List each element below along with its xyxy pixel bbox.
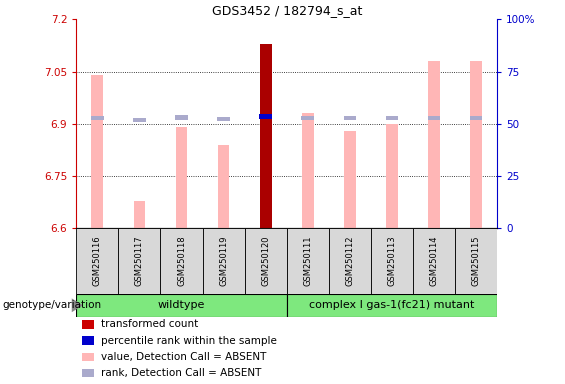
Text: GSM250115: GSM250115 [472, 236, 481, 286]
Bar [302, 113, 314, 228]
Bar [218, 116, 230, 121]
Bar [160, 228, 202, 294]
Bar [470, 116, 483, 120]
Bar [76, 228, 119, 294]
Bar [133, 118, 146, 122]
Bar [287, 228, 329, 294]
Bar [344, 116, 356, 120]
Text: percentile rank within the sample: percentile rank within the sample [101, 336, 277, 346]
Bar [259, 114, 272, 119]
Bar [470, 61, 482, 228]
Bar [245, 228, 287, 294]
Bar [386, 116, 398, 120]
Bar [176, 127, 188, 228]
Text: GSM250111: GSM250111 [303, 236, 312, 286]
Bar [260, 44, 272, 228]
Polygon shape [72, 298, 83, 312]
Text: complex I gas-1(fc21) mutant: complex I gas-1(fc21) mutant [309, 300, 475, 310]
Bar [413, 228, 455, 294]
Text: GSM250117: GSM250117 [135, 236, 144, 286]
Bar [428, 61, 440, 228]
Bar [428, 116, 440, 120]
Bar [175, 116, 188, 120]
Text: wildtype: wildtype [158, 300, 205, 310]
Bar [202, 228, 245, 294]
Text: transformed count: transformed count [101, 319, 198, 329]
Bar [91, 116, 103, 120]
Title: GDS3452 / 182794_s_at: GDS3452 / 182794_s_at [211, 3, 362, 17]
Bar [92, 75, 103, 228]
Text: value, Detection Call = ABSENT: value, Detection Call = ABSENT [101, 352, 267, 362]
Bar [287, 294, 497, 317]
Text: GSM250120: GSM250120 [261, 236, 270, 286]
Bar [119, 228, 160, 294]
Text: rank, Detection Call = ABSENT: rank, Detection Call = ABSENT [101, 368, 262, 378]
Bar [133, 200, 145, 228]
Text: GSM250119: GSM250119 [219, 236, 228, 286]
Bar [329, 228, 371, 294]
Text: GSM250116: GSM250116 [93, 236, 102, 286]
Bar [344, 131, 356, 228]
Text: GSM250113: GSM250113 [388, 236, 397, 286]
Bar [455, 228, 497, 294]
Bar [386, 124, 398, 228]
Text: GSM250118: GSM250118 [177, 236, 186, 286]
Bar [76, 294, 287, 317]
Text: GSM250112: GSM250112 [345, 236, 354, 286]
Bar [218, 145, 229, 228]
Bar [302, 116, 314, 120]
Text: GSM250114: GSM250114 [429, 236, 438, 286]
Bar [371, 228, 413, 294]
Text: genotype/variation: genotype/variation [3, 300, 102, 310]
